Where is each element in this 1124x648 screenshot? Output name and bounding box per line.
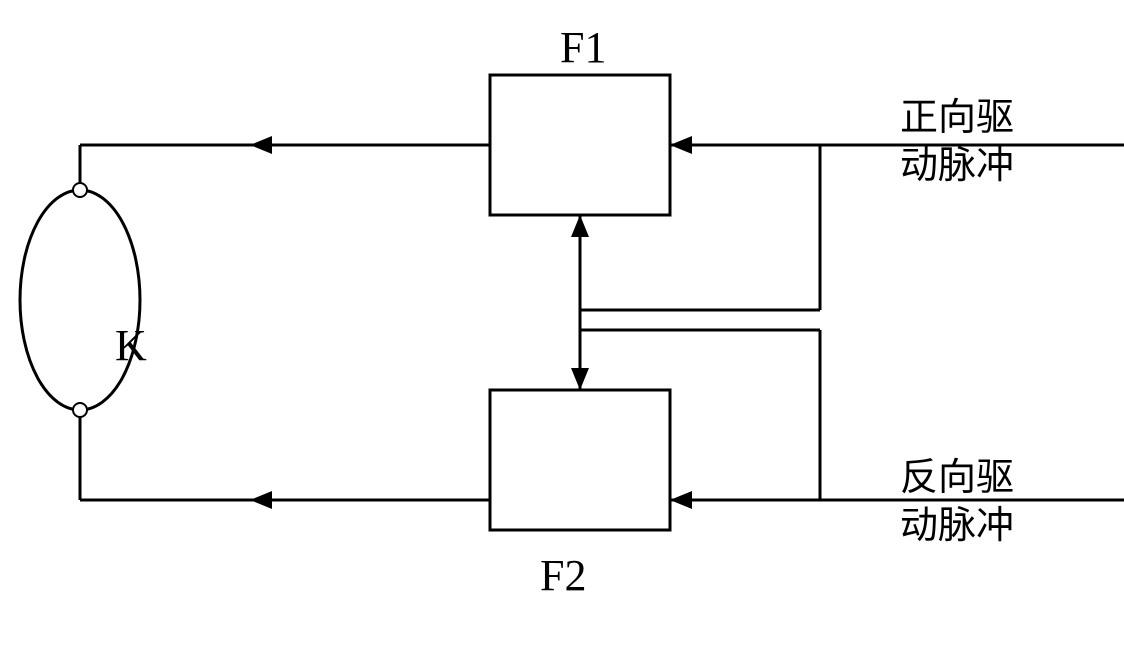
- k-top-terminal: [73, 183, 87, 197]
- block-f1: [490, 75, 670, 215]
- arrowhead: [250, 491, 272, 509]
- label-forward-line1: 正向驱: [900, 97, 1014, 139]
- label-reverse-line2: 动脉冲: [900, 505, 1014, 547]
- arrowhead: [670, 491, 692, 509]
- label-forward-line2: 动脉冲: [900, 145, 1014, 187]
- node-k: [20, 190, 140, 410]
- arrowhead: [250, 136, 272, 154]
- label-f2: F2: [540, 551, 586, 600]
- arrowhead: [670, 136, 692, 154]
- label-k: K: [115, 321, 147, 370]
- label-f1: F1: [560, 23, 606, 72]
- arrowhead: [571, 215, 589, 237]
- arrowhead: [571, 368, 589, 390]
- block-diagram: F1F2K正向驱动脉冲反向驱动脉冲: [0, 0, 1124, 648]
- k-bottom-terminal: [73, 403, 87, 417]
- block-f2: [490, 390, 670, 530]
- label-reverse-line1: 反向驱: [900, 457, 1014, 499]
